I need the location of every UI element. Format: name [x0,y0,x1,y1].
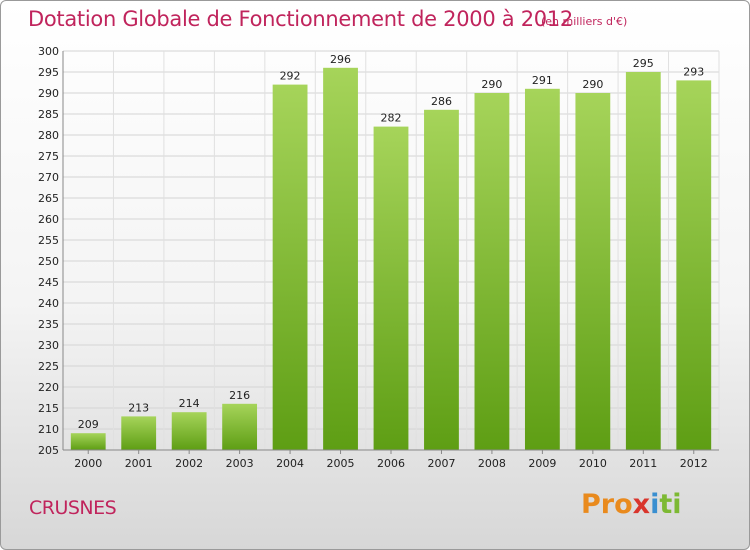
y-tick-label: 230 [38,339,59,352]
data-label: 296 [330,53,351,66]
bar [424,109,459,451]
data-label: 213 [128,401,149,414]
y-tick-label: 280 [38,129,59,142]
y-tick-label: 245 [38,276,59,289]
y-tick-label: 240 [38,297,59,310]
x-tick-label: 2003 [226,457,254,470]
x-tick-label: 2010 [579,457,607,470]
chart-subtitle: (en milliers d'€) [541,15,628,28]
y-tick-label: 220 [38,381,59,394]
y-tick-label: 285 [38,108,59,121]
x-tick-label: 2011 [629,457,657,470]
x-tick-label: 2005 [327,457,355,470]
bar [474,93,510,450]
data-label: 292 [280,70,301,83]
x-tick-label: 2006 [377,457,405,470]
bar [121,416,157,450]
y-tick-label: 205 [38,444,59,457]
y-tick-label: 265 [38,192,59,205]
data-label: 282 [381,112,402,125]
bar [676,80,712,451]
x-tick-label: 2004 [276,457,304,470]
data-label: 293 [683,65,704,78]
y-tick-label: 295 [38,66,59,79]
x-tick-label: 2000 [74,457,102,470]
logo-part-1: Pro [581,489,633,520]
bar [323,67,358,451]
bars: 209 213 214 216 292 296 282 286 290 291 290 295 293 [70,53,712,451]
data-label: 290 [582,78,603,91]
x-tick-label: 2012 [680,457,708,470]
bar [524,88,560,451]
axes: 205 210 215 220 225 230 235 240 245 250 255 260 265 2… [38,45,719,470]
y-tick-label: 260 [38,213,59,226]
x-tick-label: 2001 [125,457,153,470]
data-label: 216 [229,389,250,402]
chart-title: Dotation Globale de Fonctionnement de 20… [28,7,573,31]
y-tick-label: 210 [38,423,59,436]
data-label: 214 [179,397,200,410]
logo-part-3: i [650,489,660,520]
bar [272,84,308,450]
y-tick-label: 255 [38,234,59,247]
bar [625,72,661,450]
y-tick-label: 270 [38,171,59,184]
y-tick-label: 300 [38,45,59,58]
data-label: 209 [78,418,99,431]
commune-name: CRUSNES [29,497,117,519]
bar [373,126,409,450]
x-tick-label: 2002 [175,457,203,470]
y-tick-label: 250 [38,255,59,268]
bar [171,412,207,450]
x-tick-label: 2008 [478,457,506,470]
proxiti-logo[interactable]: Proxiti [581,489,682,520]
data-label: 286 [431,95,452,108]
data-label: 295 [633,57,654,70]
y-tick-label: 215 [38,402,59,415]
y-tick-label: 290 [38,87,59,100]
data-label: 290 [481,78,502,91]
y-tick-label: 275 [38,150,59,163]
x-tick-label: 2007 [427,457,455,470]
data-label: 291 [532,74,553,87]
bar [575,93,611,450]
logo-part-4: ti [659,489,682,520]
bar [222,403,258,450]
y-tick-label: 225 [38,360,59,373]
logo-part-2: x [632,489,651,520]
x-tick-label: 2009 [528,457,556,470]
y-tick-label: 235 [38,318,59,331]
bar [70,433,106,450]
